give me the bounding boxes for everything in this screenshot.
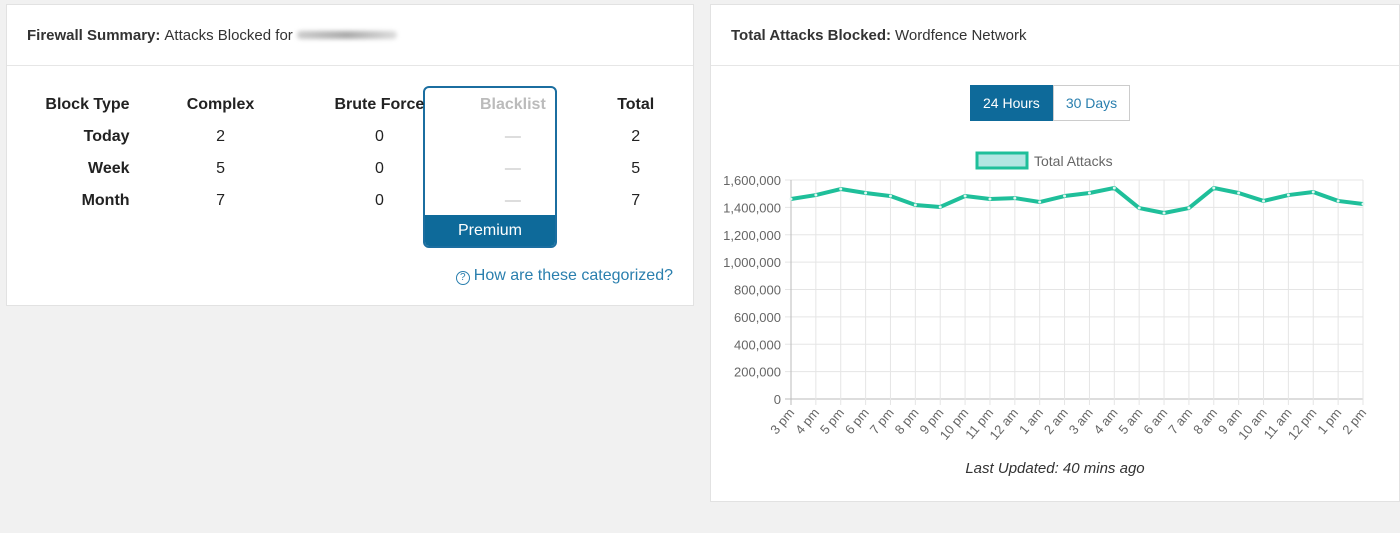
table-row: Month 7 0—7 (81, 192, 641, 209)
x-tick-label: 10 pm (937, 405, 972, 442)
tab-24-hours[interactable]: 24 Hours (970, 85, 1053, 121)
range-toggle: 24 Hours 30 Days (970, 85, 1131, 121)
data-point (888, 194, 892, 198)
x-tick-label: 4 am (1091, 405, 1121, 437)
y-tick-label: 1,200,000 (723, 228, 781, 243)
data-point (913, 203, 917, 207)
help-circle-icon: ? (455, 271, 470, 285)
firewall-summary-card: Firewall Summary: Attacks Blocked for Pre… (6, 4, 694, 306)
card-header: Total Attacks Blocked: Wordfence Network (711, 5, 1399, 66)
data-point (1162, 211, 1166, 215)
legend-label: Total Attacks (1034, 153, 1113, 169)
series-line-total-attacks (790, 185, 1364, 215)
table-header-row: Block Type Complex Brute Force Blacklist… (45, 96, 655, 113)
network-attacks-card: Total Attacks Blocked: Wordfence Network … (710, 4, 1400, 502)
data-point (1038, 200, 1042, 204)
data-point (1013, 196, 1017, 200)
x-tick-label: 12 pm (1285, 405, 1320, 442)
data-point (839, 187, 843, 191)
x-tick-label: 6 am (1140, 405, 1170, 437)
data-point (1262, 199, 1266, 203)
x-tick-label: 5 am (1115, 405, 1145, 437)
y-tick-label: 1,400,000 (723, 200, 781, 215)
table-row: Today 2 0—2 (83, 128, 641, 145)
y-tick-label: 200,000 (734, 365, 781, 380)
x-tick-label: 6 pm (842, 405, 872, 437)
data-point (814, 193, 818, 197)
data-point (1311, 190, 1315, 194)
data-point (1237, 191, 1241, 195)
x-tick-label: 7 am (1165, 405, 1195, 437)
legend-swatch (975, 151, 1029, 170)
y-tick-label: 1,600,000 (723, 173, 781, 188)
data-point (963, 194, 967, 198)
last-updated: Last Updated: 40 mins ago (965, 460, 1145, 477)
data-point (988, 197, 992, 201)
premium-button[interactable]: Premium (425, 215, 555, 246)
x-tick-label: 8 pm (892, 405, 922, 437)
card-header: Firewall Summary: Attacks Blocked for (7, 5, 693, 66)
attacks-line-chart: Total Attacks 0 200,000 400,000 600,000 800,0… (723, 151, 1369, 443)
x-tick-label: 10 am (1235, 405, 1270, 442)
y-tick-label: 600,000 (734, 310, 781, 325)
y-tick-label: 800,000 (734, 283, 781, 298)
how-categorized-link[interactable]: ? How are these categorized? (455, 267, 673, 285)
x-tick-label: 4 pm (792, 405, 822, 437)
data-point (1286, 193, 1290, 197)
x-tick-label: 2 pm (1339, 405, 1369, 437)
y-tick-label: 0 (774, 392, 781, 407)
redacted-site-name (296, 31, 397, 39)
blacklist-premium-box: Premium (423, 86, 557, 248)
block-type-table: Block Type Complex Brute Force Blacklist… (27, 89, 693, 217)
data-point (1361, 202, 1365, 206)
data-point (1212, 186, 1216, 190)
data-point (864, 191, 868, 195)
data-point (1087, 191, 1091, 195)
data-point (938, 205, 942, 209)
tab-30-days[interactable]: 30 Days (1052, 85, 1131, 121)
data-point (789, 197, 793, 201)
x-tick-label: 3 pm (767, 405, 797, 437)
x-tick-label: 2 am (1041, 405, 1071, 437)
y-tick-label: 1,000,000 (723, 255, 781, 270)
x-tick-label: 5 pm (817, 405, 847, 437)
data-point (1336, 199, 1340, 203)
x-tick-label: 3 am (1066, 405, 1096, 437)
x-tick-label: 1 am (1016, 405, 1046, 437)
x-tick-label: 7 pm (867, 405, 897, 437)
data-point (1187, 206, 1191, 210)
data-point (1063, 194, 1067, 198)
x-tick-label: 8 am (1190, 405, 1220, 437)
y-tick-label: 400,000 (734, 337, 781, 352)
data-point (1137, 206, 1141, 210)
data-point (1112, 186, 1116, 190)
x-tick-label: 1 pm (1314, 405, 1344, 437)
x-tick-label: 12 am (986, 405, 1021, 442)
table-row: Week 5 0—5 (88, 160, 641, 177)
